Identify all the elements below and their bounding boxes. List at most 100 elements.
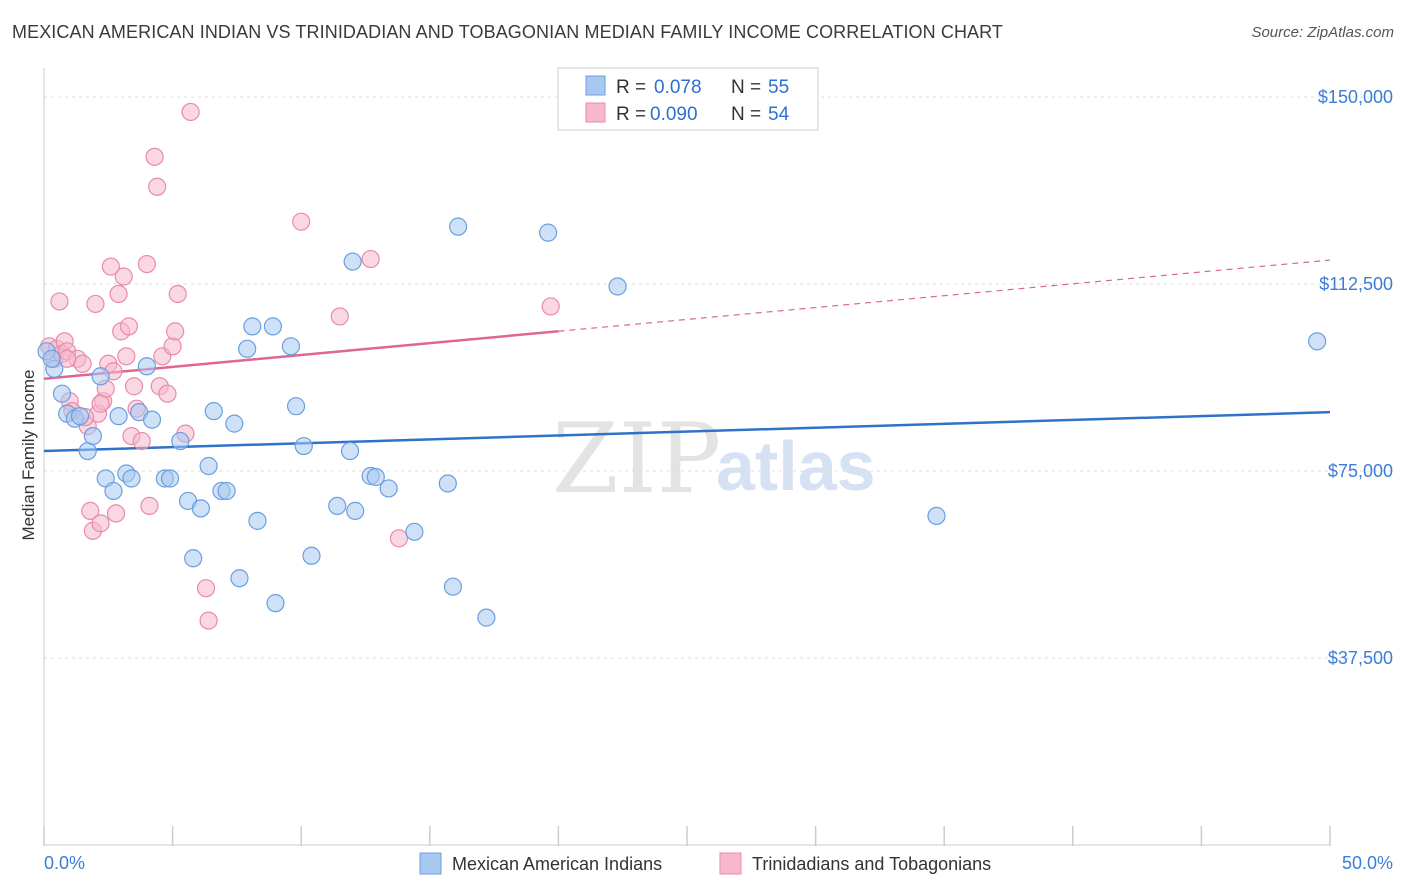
point-trinidadians [330,307,349,326]
legend-swatch-blue [585,75,606,96]
point-trinidadians [106,504,126,523]
point-mexican-american-indians [346,501,365,520]
point-mexican-american-indians [608,277,627,296]
point-trinidadians [114,267,133,286]
point-mexican-american-indians [199,456,218,476]
point-trinidadians [137,254,156,274]
y-axis-label: Median Family Income [19,369,38,540]
point-mexican-american-indians [927,506,946,525]
watermark-zip: ZIP [552,403,721,515]
point-mexican-american-indians [379,479,398,498]
point-mexican-american-indians [286,397,306,416]
point-trinidadians [81,501,100,520]
point-trinidadians [163,337,182,356]
point-mexican-american-indians [104,481,123,501]
point-mexican-american-indians [204,402,223,421]
point-mexican-american-indians [171,431,190,451]
point-mexican-american-indians [248,511,267,530]
point-mexican-american-indians [191,499,210,518]
point-mexican-american-indians [405,522,424,541]
point-mexican-american-indians [142,410,162,429]
point-trinidadians [196,579,216,598]
point-trinidadians [124,377,144,396]
trend-lines [43,259,1331,453]
point-mexican-american-indians [1308,332,1327,351]
point-trinidadians [148,177,167,196]
point-mexican-american-indians [281,337,301,356]
point-trinidadians [132,431,151,451]
point-mexican-american-indians [328,496,347,516]
point-mexican-american-indians [294,436,313,456]
point-trinidadians [91,514,110,533]
point-mexican-american-indians [266,594,285,613]
point-mexican-american-indians [52,384,72,403]
legend-n-label-pink: N = [731,104,761,125]
point-mexican-american-indians [70,407,90,426]
point-trinidadians [541,297,560,316]
point-mexican-american-indians [42,349,61,368]
point-trinidadians [101,257,120,276]
source-credit: Source: ZipAtlas.com [1251,24,1394,41]
bottom-legend-label-pink: Trinidadians and Tobagonians [752,854,991,874]
y-tick-label: $37,500 [1328,648,1393,668]
point-trinidadians [158,384,177,403]
point-mexican-american-indians [477,608,496,627]
legend-n-value-pink: 54 [768,104,790,125]
point-trinidadians [166,322,185,341]
y-tick-label: $150,000 [1318,87,1393,107]
point-mexican-american-indians [238,339,257,358]
legend-n-value-blue: 55 [768,77,789,98]
point-mexican-american-indians [217,481,236,501]
legend-r-value-pink: 0.090 [650,104,698,125]
axes [43,68,1331,846]
point-mexican-american-indians [302,546,321,565]
bottom-legend-swatch-blue [419,852,442,875]
point-mexican-american-indians [230,569,249,588]
data-points [37,102,1327,630]
top-legend: R = 0.078 N = 55 R = 0.090 N = 54 [557,67,819,131]
point-trinidadians [86,294,105,314]
point-mexican-american-indians [122,469,141,488]
point-mexican-american-indians [438,474,457,493]
legend-r-value-blue: 0.078 [654,77,702,98]
point-trinidadians [361,249,380,269]
y-tick-label: $112,500 [1319,274,1393,294]
y-tick-label: $75,000 [1328,461,1393,481]
point-mexican-american-indians [160,469,180,488]
point-mexican-american-indians [366,467,385,487]
point-trinidadians [181,102,200,122]
legend-swatch-pink [585,102,606,123]
x-tick-label: 0.0% [44,853,85,873]
point-trinidadians [168,284,187,304]
point-trinidadians [199,611,218,630]
point-mexican-american-indians [448,217,468,236]
point-trinidadians [292,212,311,231]
point-mexican-american-indians [91,367,110,386]
point-mexican-american-indians [340,441,360,461]
point-trinidadians [389,529,409,548]
bottom-legend: Mexican American Indians Trinidadians an… [419,852,991,875]
point-trinidadians [117,347,136,366]
point-mexican-american-indians [243,317,262,336]
point-mexican-american-indians [539,223,558,242]
legend-r-label-pink: R = [616,104,646,125]
watermark-atlas: atlas [716,427,876,505]
point-trinidadians [109,284,128,304]
trend-line-trinidadians [43,330,559,380]
point-mexican-american-indians [343,252,362,271]
grid-lines [44,96,1395,659]
point-trinidadians [119,317,138,336]
point-mexican-american-indians [109,407,128,426]
point-mexican-american-indians [225,414,244,433]
legend-n-label-blue: N = [731,77,761,98]
point-mexican-american-indians [83,426,102,446]
point-trinidadians [50,292,69,311]
trend-line-mexican-american-indians [43,410,1331,453]
trend-line-trinidadians-extension [558,259,1331,332]
point-trinidadians [140,496,159,516]
point-trinidadians [73,354,92,373]
point-mexican-american-indians [263,317,283,336]
point-trinidadians [145,147,164,166]
bottom-legend-label-blue: Mexican American Indians [452,854,662,874]
point-mexican-american-indians [137,357,156,376]
